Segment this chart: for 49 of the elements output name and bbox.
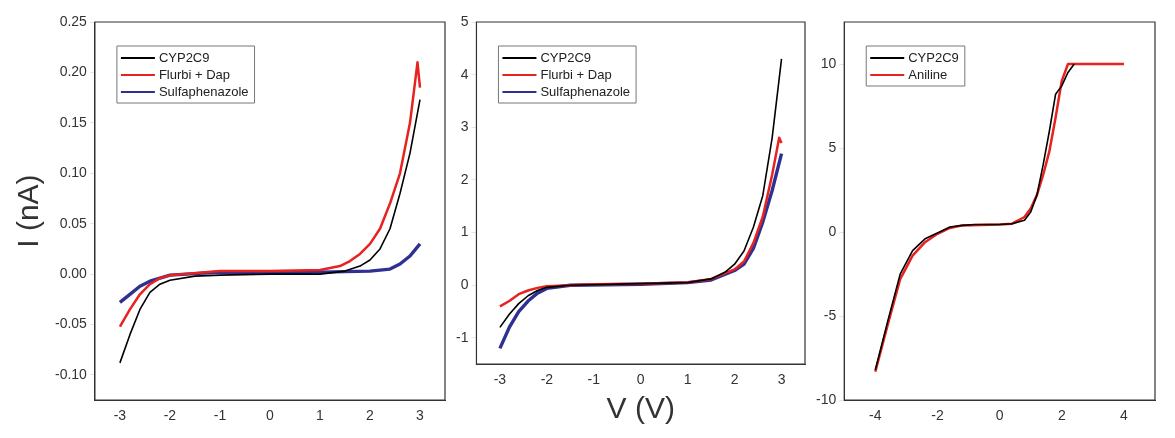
x-tick-label: 1 — [683, 371, 692, 388]
y-tick-label: 0.20 — [59, 63, 88, 80]
y-tick-label: 0.05 — [59, 214, 88, 231]
legend-label: CYP2C9 — [158, 49, 210, 65]
y-tick-label: 3 — [460, 118, 469, 135]
x-tick-label: -4 — [869, 407, 882, 424]
x-tick-label: 0 — [266, 407, 275, 424]
y-tick-label: -0.10 — [54, 365, 88, 382]
x-tick-label: 2 — [730, 371, 739, 388]
y-tick-label: 0.25 — [59, 12, 88, 29]
y-tick-label: 0 — [460, 276, 469, 293]
y-tick-label: 5 — [460, 12, 469, 29]
legend-label: Sulfaphenazole — [158, 83, 249, 99]
y-tick-label: 10 — [820, 54, 837, 71]
y-tick-label: 4 — [460, 65, 469, 82]
legend-label: Sulfaphenazole — [540, 83, 631, 99]
x-tick-label: -3 — [493, 371, 507, 388]
legend-label: CYP2C9 — [908, 49, 959, 65]
y-tick-label: -0.05 — [54, 315, 88, 332]
x-tick-label: 0 — [995, 407, 1004, 424]
y-tick-label: 5 — [828, 138, 837, 155]
y-tick-label: 0.15 — [59, 113, 88, 130]
y-axis-title: I (nA) — [11, 174, 45, 248]
x-tick-label: 2 — [366, 407, 375, 424]
y-tick-label: -1 — [456, 328, 469, 345]
x-axis-title: V (V) — [606, 391, 675, 425]
x-tick-label: 4 — [1120, 407, 1129, 424]
x-tick-label: -2 — [931, 407, 944, 424]
legend-label: CYP2C9 — [540, 49, 592, 65]
x-tick-label: 1 — [316, 407, 325, 424]
y-tick-label: 0.10 — [59, 164, 88, 181]
x-tick-label: -1 — [587, 371, 601, 388]
x-tick-label: 3 — [416, 407, 425, 424]
x-tick-label: -3 — [113, 407, 127, 424]
x-tick-label: 2 — [1057, 407, 1066, 424]
legend-label: Aniline — [908, 66, 948, 82]
x-tick-label: -2 — [163, 407, 177, 424]
x-tick-label: 0 — [636, 371, 645, 388]
y-tick-label: 0 — [828, 222, 837, 239]
y-tick-label: -10 — [816, 391, 837, 408]
x-tick-label: 3 — [777, 371, 786, 388]
legend-label: Flurbi + Dap — [540, 66, 612, 82]
x-tick-label: -2 — [540, 371, 554, 388]
y-tick-label: 0.00 — [59, 264, 88, 281]
y-tick-label: -5 — [823, 307, 837, 324]
x-tick-label: -1 — [213, 407, 227, 424]
y-tick-label: 2 — [460, 170, 469, 187]
y-tick-label: 1 — [460, 223, 469, 240]
legend-label: Flurbi + Dap — [158, 66, 231, 82]
